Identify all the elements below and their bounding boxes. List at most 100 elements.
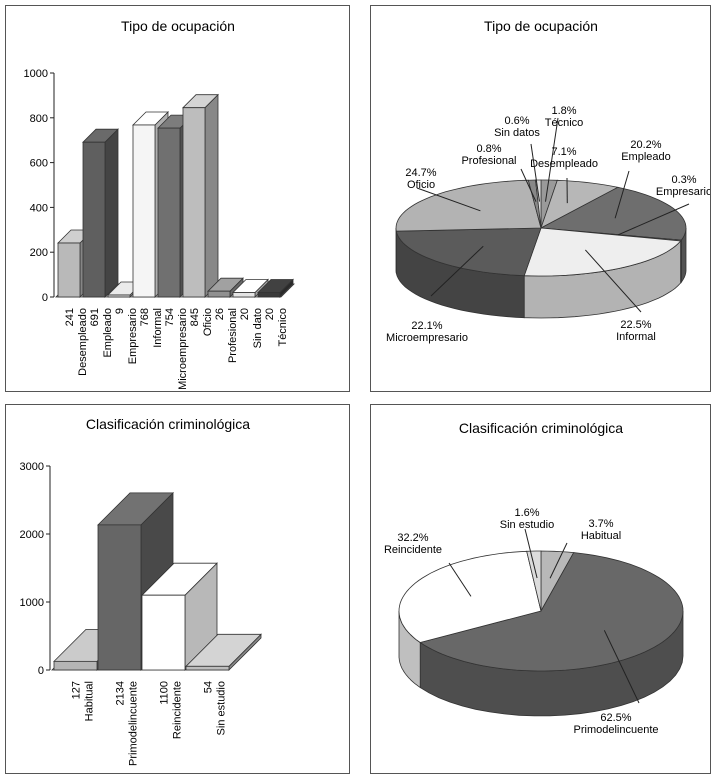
slice-percent-label: 20.2% bbox=[630, 139, 661, 151]
pie-slice bbox=[523, 227, 682, 277]
bar bbox=[141, 594, 186, 671]
slice-name-label: Profesional bbox=[461, 155, 516, 167]
bar-value-label: 241 bbox=[64, 308, 76, 326]
bar bbox=[82, 141, 106, 298]
bar-side bbox=[204, 93, 219, 298]
bar-value-label: 20 bbox=[239, 308, 251, 320]
category-label: Primodelincuente bbox=[128, 681, 140, 766]
bar bbox=[157, 127, 181, 298]
y-tick-label: 0 bbox=[38, 665, 44, 677]
slice-percent-label: 0.6% bbox=[504, 115, 529, 127]
pie-slice bbox=[540, 179, 620, 229]
slice-percent-label: 22.5% bbox=[620, 319, 651, 331]
slice-percent-label: 0.8% bbox=[476, 143, 501, 155]
slice-name-label: Empresario bbox=[656, 186, 710, 198]
bar-value-label: 754 bbox=[164, 308, 176, 326]
slice-name-label: Oficio bbox=[407, 179, 435, 191]
y-tick-label: 200 bbox=[30, 247, 48, 259]
criminological-pie-panel: Clasificación criminológica 3.7% Habitual… bbox=[370, 404, 711, 774]
pie-slice bbox=[395, 179, 542, 232]
leader-line bbox=[530, 143, 540, 202]
y-tick-label: 1000 bbox=[20, 597, 44, 609]
slice-name-label: Sin estudio bbox=[500, 519, 554, 531]
leader-line bbox=[603, 630, 640, 704]
leader-line bbox=[584, 249, 642, 313]
slice-percent-label: 22.1% bbox=[411, 320, 442, 332]
occupation-bar-chart: Tipo de ocupación 0 200 400 600 800 1000 241 De… bbox=[24, 18, 295, 390]
chart-title: Clasificación criminológica bbox=[86, 416, 250, 432]
pie-slice bbox=[395, 227, 542, 277]
category-label: Sin dato bbox=[252, 308, 264, 348]
category-label: Empresario bbox=[127, 308, 139, 364]
y-tick-label: 1000 bbox=[24, 68, 48, 80]
bar-value-label: 691 bbox=[89, 308, 101, 326]
bar bbox=[182, 107, 206, 298]
leader-line bbox=[617, 203, 690, 236]
slice-percent-label: 7.1% bbox=[551, 146, 576, 158]
category-label: Informal bbox=[152, 308, 164, 348]
y-tick-label: 800 bbox=[30, 113, 48, 125]
category-label: Oficio bbox=[202, 308, 214, 336]
chart-title: Tipo de ocupación bbox=[484, 18, 598, 34]
slice-name-label: Habitual bbox=[581, 530, 621, 542]
slice-name-label: Desempleado bbox=[530, 158, 598, 170]
occupation-pie-chart: Tipo de ocupación 1.8%Técnico 7.1%Desempl… bbox=[386, 18, 710, 344]
bar-value-label: 2134 bbox=[115, 681, 127, 705]
y-tick-label: 600 bbox=[30, 158, 48, 170]
bar-value-label: 26 bbox=[214, 308, 226, 320]
y-tick-label: 2000 bbox=[20, 529, 44, 541]
bar bbox=[97, 524, 142, 671]
leader-line bbox=[430, 245, 484, 297]
slice-name-label: Informal bbox=[616, 331, 656, 343]
leader-line bbox=[416, 187, 481, 212]
chart-title: Clasificación criminológica bbox=[459, 420, 623, 436]
leader-line bbox=[520, 168, 537, 202]
category-label: Técnico bbox=[277, 308, 289, 347]
bar bbox=[132, 124, 156, 298]
pie-slice bbox=[419, 552, 684, 672]
bar bbox=[57, 242, 81, 298]
leader-line bbox=[524, 528, 538, 579]
bar bbox=[207, 290, 231, 298]
slice-percent-label: 1.6% bbox=[514, 507, 539, 519]
pie-slice bbox=[535, 179, 542, 229]
slice-percent-label: 3.7% bbox=[588, 518, 613, 530]
leader-line bbox=[448, 562, 472, 597]
slice-percent-label: 1.8% bbox=[551, 105, 576, 117]
bar bbox=[53, 660, 98, 671]
category-label: Desempleado bbox=[77, 308, 89, 376]
category-label: Empleado bbox=[102, 308, 114, 358]
bar-value-label: 54 bbox=[203, 681, 215, 693]
criminological-bar-panel: Clasificación criminológica 0 1000 2000 300… bbox=[5, 404, 350, 774]
criminological-bar-chart: Clasificación criminológica 0 1000 2000 300… bbox=[20, 416, 262, 766]
bar-side bbox=[104, 128, 119, 298]
slice-percent-label: 24.7% bbox=[405, 167, 436, 179]
y-tick-label: 400 bbox=[30, 202, 48, 214]
category-label: Microempresario bbox=[177, 308, 189, 390]
bar bbox=[107, 294, 131, 298]
occupation-bar-panel: Tipo de ocupación 0 200 400 600 800 1000 241 De… bbox=[5, 5, 350, 392]
bar-value-label: 1100 bbox=[159, 681, 171, 705]
bar-value-label: 845 bbox=[189, 308, 201, 326]
occupation-pie-panel: Tipo de ocupación 1.8% Técnico 7.1% Desempl… bbox=[370, 5, 711, 392]
bar-value-label: 20 bbox=[264, 308, 276, 320]
pie-slice bbox=[526, 550, 542, 612]
leader-line bbox=[545, 117, 559, 202]
y-tick-label: 0 bbox=[42, 292, 48, 304]
slice-name-label: Técnico bbox=[545, 117, 584, 129]
slice-name-label: Sin datos bbox=[494, 127, 540, 139]
slice-name-label: Reincidente bbox=[384, 544, 442, 556]
bar-value-label: 768 bbox=[139, 308, 151, 326]
slice-percent-label: 62.5% bbox=[600, 712, 631, 724]
category-label: Sin estudio bbox=[216, 681, 228, 735]
slice-name-label: Empleado bbox=[621, 151, 671, 163]
category-label: Reincidente bbox=[172, 681, 184, 739]
criminological-pie-chart: Clasificación criminológica 3.7%Habitual… bbox=[384, 420, 684, 736]
bar bbox=[232, 292, 256, 298]
pie-slice bbox=[398, 550, 542, 643]
category-label: Habitual bbox=[84, 681, 96, 721]
bar bbox=[257, 292, 281, 298]
bar-value-label: 9 bbox=[114, 308, 126, 314]
chart-title: Tipo de ocupación bbox=[121, 18, 235, 34]
slice-percent-label: 32.2% bbox=[397, 532, 428, 544]
